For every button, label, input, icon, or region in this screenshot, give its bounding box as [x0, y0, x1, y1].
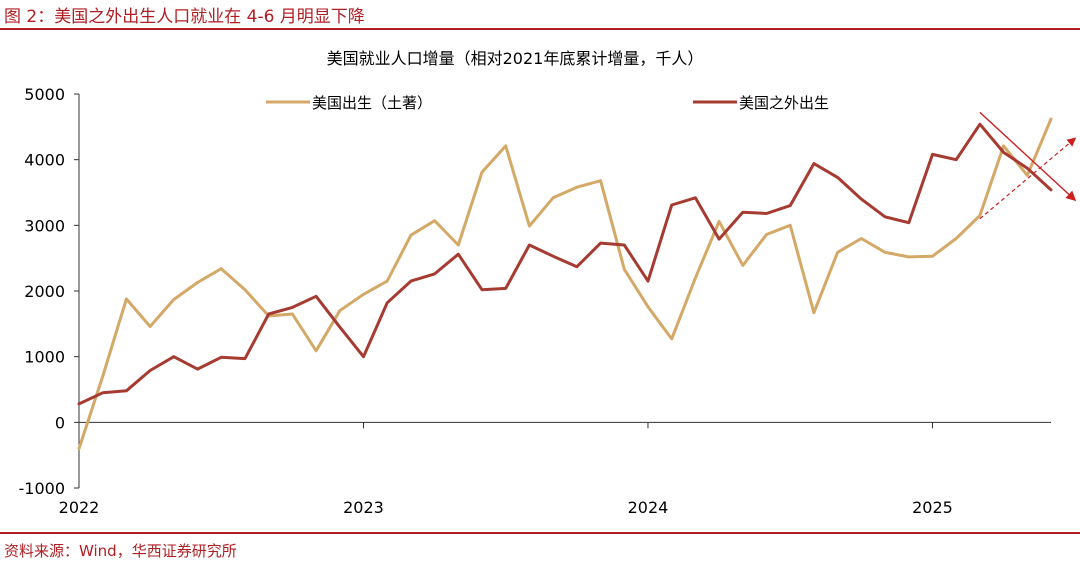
source-note: 资料来源：Wind，华西证券研究所 — [4, 542, 237, 560]
y-tick-label: 3000 — [24, 216, 65, 235]
x-tick-label: 2025 — [912, 498, 953, 517]
series-layer — [77, 117, 1053, 451]
figure-title: 图 2：美国之外出生人口就业在 4-6 月明显下降 — [4, 7, 365, 27]
chart-axes: -1000 0 1000 2000 3000 4000 5000 2022 2023 2024 20… — [19, 85, 1051, 517]
footer-rule — [0, 532, 1080, 534]
downtrend-arrow — [979, 111, 1077, 202]
trend-annotations — [979, 111, 1077, 220]
y-tick-label: 4000 — [24, 151, 65, 170]
chart-legend: 美国出生（土著） 美国之外出生 — [266, 94, 829, 112]
series-line-1 — [77, 117, 1053, 451]
chart-title: 美国就业人口增量（相对2021年底累计增量，千人） — [327, 49, 704, 68]
x-tick-label: 2023 — [343, 498, 384, 517]
x-tick-label: 2024 — [628, 498, 669, 517]
series-line-2 — [77, 122, 1053, 406]
header-rule — [0, 28, 1080, 30]
uptrend-dashed-arrow — [979, 137, 1077, 220]
y-tick-label: 0 — [55, 413, 65, 432]
y-tick-label: 1000 — [24, 348, 65, 367]
x-tick-label: 2022 — [59, 498, 100, 517]
y-tick-label: 2000 — [24, 282, 65, 301]
y-tick-label: -1000 — [19, 479, 66, 498]
legend-label: 美国出生（土著） — [312, 94, 432, 112]
line-chart: 美国就业人口增量（相对2021年底累计增量，千人） -1000 0 1000 2000… — [19, 49, 1077, 517]
legend-label: 美国之外出生 — [739, 94, 829, 112]
y-tick-label: 5000 — [24, 85, 65, 104]
